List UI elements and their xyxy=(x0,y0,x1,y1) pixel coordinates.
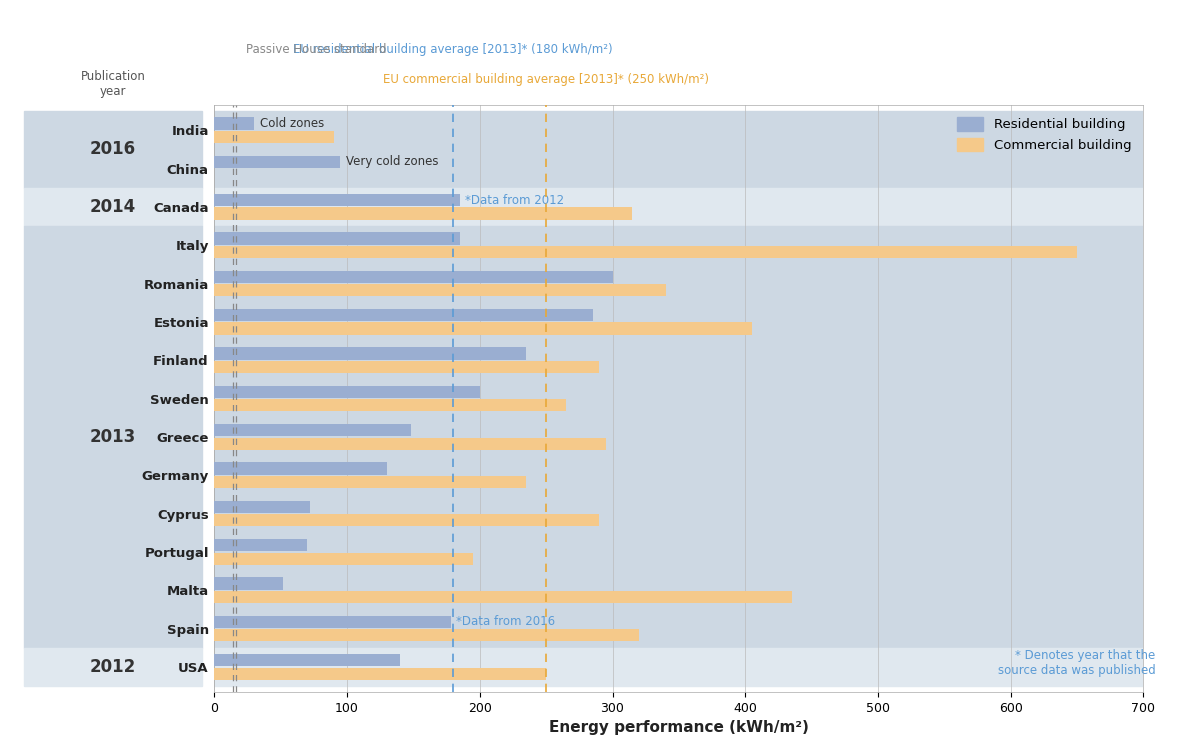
Bar xyxy=(214,462,387,475)
Text: 2014: 2014 xyxy=(91,198,136,216)
Bar xyxy=(214,111,1143,188)
Bar xyxy=(214,194,460,206)
Bar xyxy=(214,188,1143,226)
Text: Very cold zones: Very cold zones xyxy=(345,156,438,168)
Bar xyxy=(214,553,473,565)
Bar xyxy=(214,476,526,488)
Bar xyxy=(214,399,566,411)
Bar xyxy=(214,591,792,603)
Text: Passive House standard: Passive House standard xyxy=(247,44,387,56)
Text: EU commercial building average [2013]* (250 kWh/m²): EU commercial building average [2013]* (… xyxy=(384,74,709,86)
X-axis label: Energy performance (kWh/m²): Energy performance (kWh/m²) xyxy=(549,720,809,735)
Text: 2016: 2016 xyxy=(91,141,136,159)
Bar xyxy=(214,271,612,283)
Bar xyxy=(214,246,1077,258)
Bar xyxy=(214,347,526,359)
Bar xyxy=(214,309,593,321)
Bar xyxy=(214,539,307,551)
Bar xyxy=(214,647,1143,686)
Bar xyxy=(214,438,606,450)
Bar xyxy=(214,323,752,335)
Bar xyxy=(214,578,283,590)
Bar xyxy=(214,654,400,666)
Bar xyxy=(214,616,450,628)
Text: *Data from 2012: *Data from 2012 xyxy=(466,193,565,207)
Text: 2012: 2012 xyxy=(91,658,136,676)
Bar xyxy=(214,629,640,641)
Text: EU residential building average [2013]* (180 kWh/m²): EU residential building average [2013]* … xyxy=(293,44,613,56)
Bar xyxy=(214,514,599,526)
Legend: Residential building, Commercial building: Residential building, Commercial buildin… xyxy=(952,112,1136,157)
Bar xyxy=(214,232,460,244)
Bar xyxy=(214,284,666,296)
Bar xyxy=(214,208,632,220)
Text: * Denotes year that the
source data was published: * Denotes year that the source data was … xyxy=(998,649,1155,677)
Text: Cold zones: Cold zones xyxy=(260,117,324,130)
Text: Publication
year: Publication year xyxy=(81,70,145,98)
Bar xyxy=(214,424,411,436)
Bar xyxy=(214,668,547,680)
Text: *Data from 2016: *Data from 2016 xyxy=(456,615,555,629)
Bar xyxy=(214,386,480,398)
Bar xyxy=(214,501,310,513)
Bar xyxy=(214,131,333,143)
Bar xyxy=(214,361,599,373)
Text: 2013: 2013 xyxy=(91,428,136,446)
Bar xyxy=(214,226,1143,647)
Bar xyxy=(214,156,341,168)
Bar xyxy=(214,117,254,129)
